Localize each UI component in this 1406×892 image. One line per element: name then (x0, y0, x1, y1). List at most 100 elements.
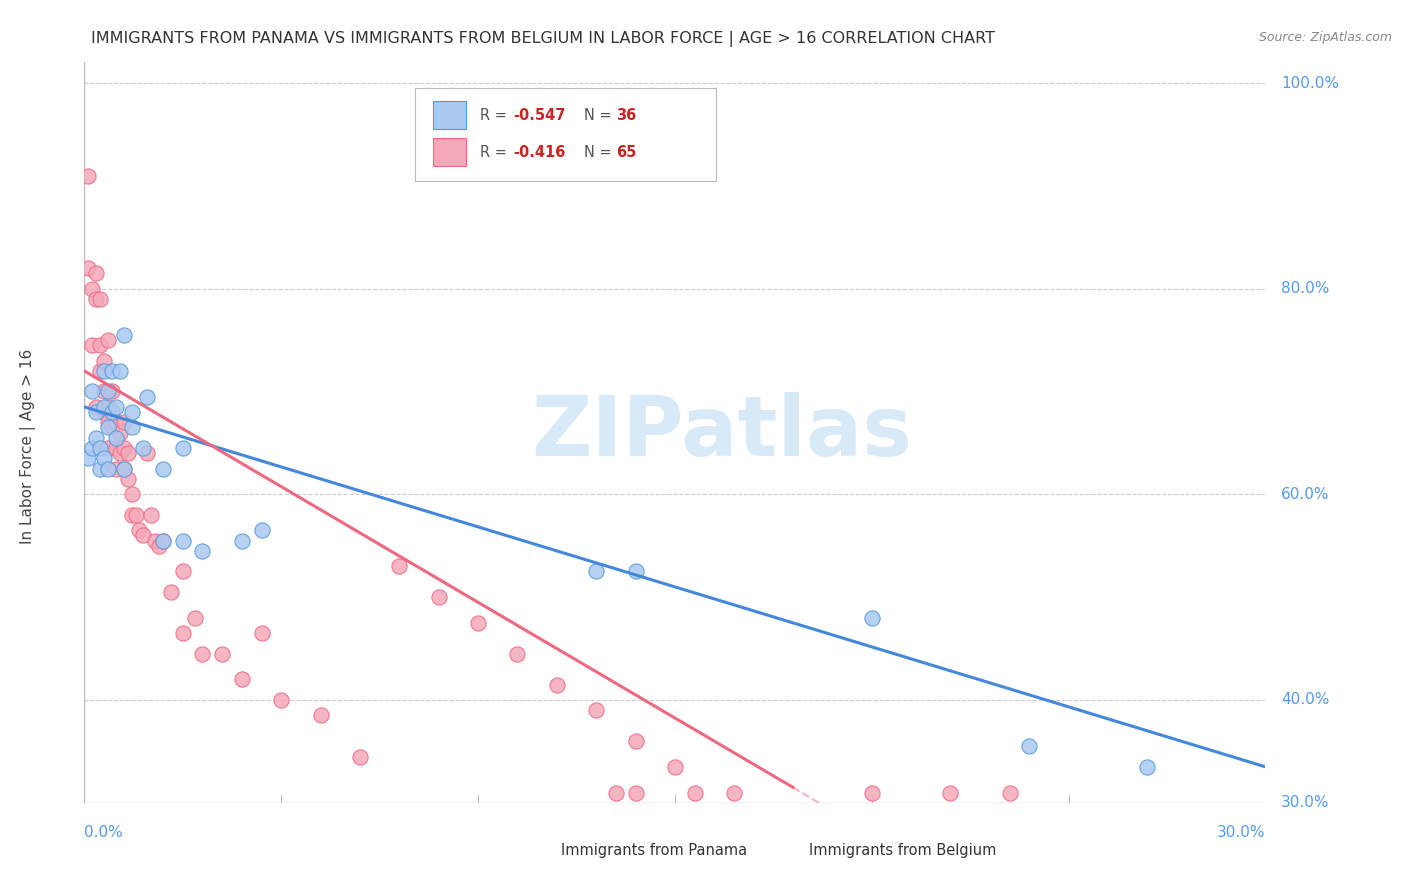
Point (132, 441, 155, 455)
Point (108, 425, 131, 440)
Point (89, 338, 111, 352)
Bar (522, 842, 553, 860)
Point (132, 528, 155, 542)
Point (124, 508, 146, 522)
Point (93, 353, 115, 368)
Point (723, 785, 745, 799)
Point (77, 451, 100, 466)
Point (97, 415, 120, 429)
Text: -0.416: -0.416 (513, 145, 565, 160)
Point (172, 441, 194, 455)
Text: R =: R = (479, 145, 512, 160)
Point (101, 405, 124, 419)
Point (104, 461, 127, 475)
Point (93, 451, 115, 466)
Point (467, 615, 489, 630)
Point (546, 677, 568, 691)
Point (141, 508, 163, 522)
Point (270, 693, 292, 707)
Point (112, 415, 135, 429)
Text: N =: N = (583, 145, 616, 160)
Point (183, 611, 205, 625)
Point (93, 364, 115, 378)
Point (160, 585, 183, 599)
Point (250, 626, 273, 640)
Point (121, 508, 143, 522)
Point (624, 734, 647, 748)
Bar (433, 101, 465, 129)
Point (388, 559, 411, 574)
Point (136, 446, 159, 460)
Point (860, 785, 883, 799)
Point (93, 400, 115, 414)
Point (104, 441, 127, 455)
Point (101, 420, 124, 434)
FancyBboxPatch shape (415, 88, 716, 181)
Point (84, 400, 107, 414)
Point (309, 708, 332, 723)
Text: In Labor Force | Age > 16: In Labor Force | Age > 16 (20, 349, 37, 543)
Text: 30.0%: 30.0% (1218, 825, 1265, 840)
Text: N =: N = (583, 108, 616, 122)
Point (97, 420, 120, 434)
Point (97, 333, 120, 347)
Point (84, 405, 107, 419)
Point (152, 461, 174, 475)
Point (97, 441, 120, 455)
Point (104, 400, 127, 414)
Point (82, 384, 104, 399)
Text: R =: R = (479, 108, 512, 122)
Point (1018, 739, 1040, 754)
Point (605, 785, 627, 799)
Point (101, 384, 124, 399)
Point (585, 703, 607, 717)
Point (104, 431, 127, 445)
Bar (769, 842, 801, 860)
Point (117, 472, 139, 486)
Point (172, 565, 194, 579)
Point (683, 785, 706, 799)
Point (89, 292, 111, 306)
Point (231, 533, 253, 548)
Point (136, 390, 159, 404)
Text: 60.0%: 60.0% (1281, 487, 1330, 502)
Point (211, 647, 233, 661)
Point (1136, 760, 1159, 774)
Text: 40.0%: 40.0% (1281, 692, 1330, 707)
Point (143, 533, 166, 548)
Point (112, 327, 135, 342)
Text: -0.547: -0.547 (513, 108, 565, 122)
Point (939, 785, 962, 799)
Text: Immigrants from Belgium: Immigrants from Belgium (808, 844, 995, 858)
Point (84, 266, 107, 280)
Point (191, 647, 214, 661)
Point (97, 461, 120, 475)
Point (152, 533, 174, 548)
Point (585, 565, 607, 579)
Point (998, 785, 1021, 799)
Point (97, 400, 120, 414)
Point (112, 441, 135, 455)
Point (84, 431, 107, 445)
Point (860, 611, 883, 625)
Point (108, 446, 131, 460)
Point (624, 785, 647, 799)
Point (104, 415, 127, 429)
Point (121, 487, 143, 501)
Point (93, 405, 115, 419)
Point (250, 524, 273, 538)
Text: 80.0%: 80.0% (1281, 281, 1330, 296)
Text: IMMIGRANTS FROM PANAMA VS IMMIGRANTS FROM BELGIUM IN LABOR FORCE | AGE > 16 CORR: IMMIGRANTS FROM PANAMA VS IMMIGRANTS FRO… (91, 31, 995, 47)
Point (93, 384, 115, 399)
Text: Source: ZipAtlas.com: Source: ZipAtlas.com (1258, 31, 1392, 45)
Text: Immigrants from Panama: Immigrants from Panama (561, 844, 747, 858)
Point (191, 544, 214, 558)
Bar (433, 138, 465, 166)
Point (148, 539, 170, 553)
Point (152, 533, 174, 548)
Point (77, 261, 100, 276)
Point (82, 441, 104, 455)
Text: 0.0%: 0.0% (84, 825, 124, 840)
Point (121, 405, 143, 419)
Point (108, 364, 131, 378)
